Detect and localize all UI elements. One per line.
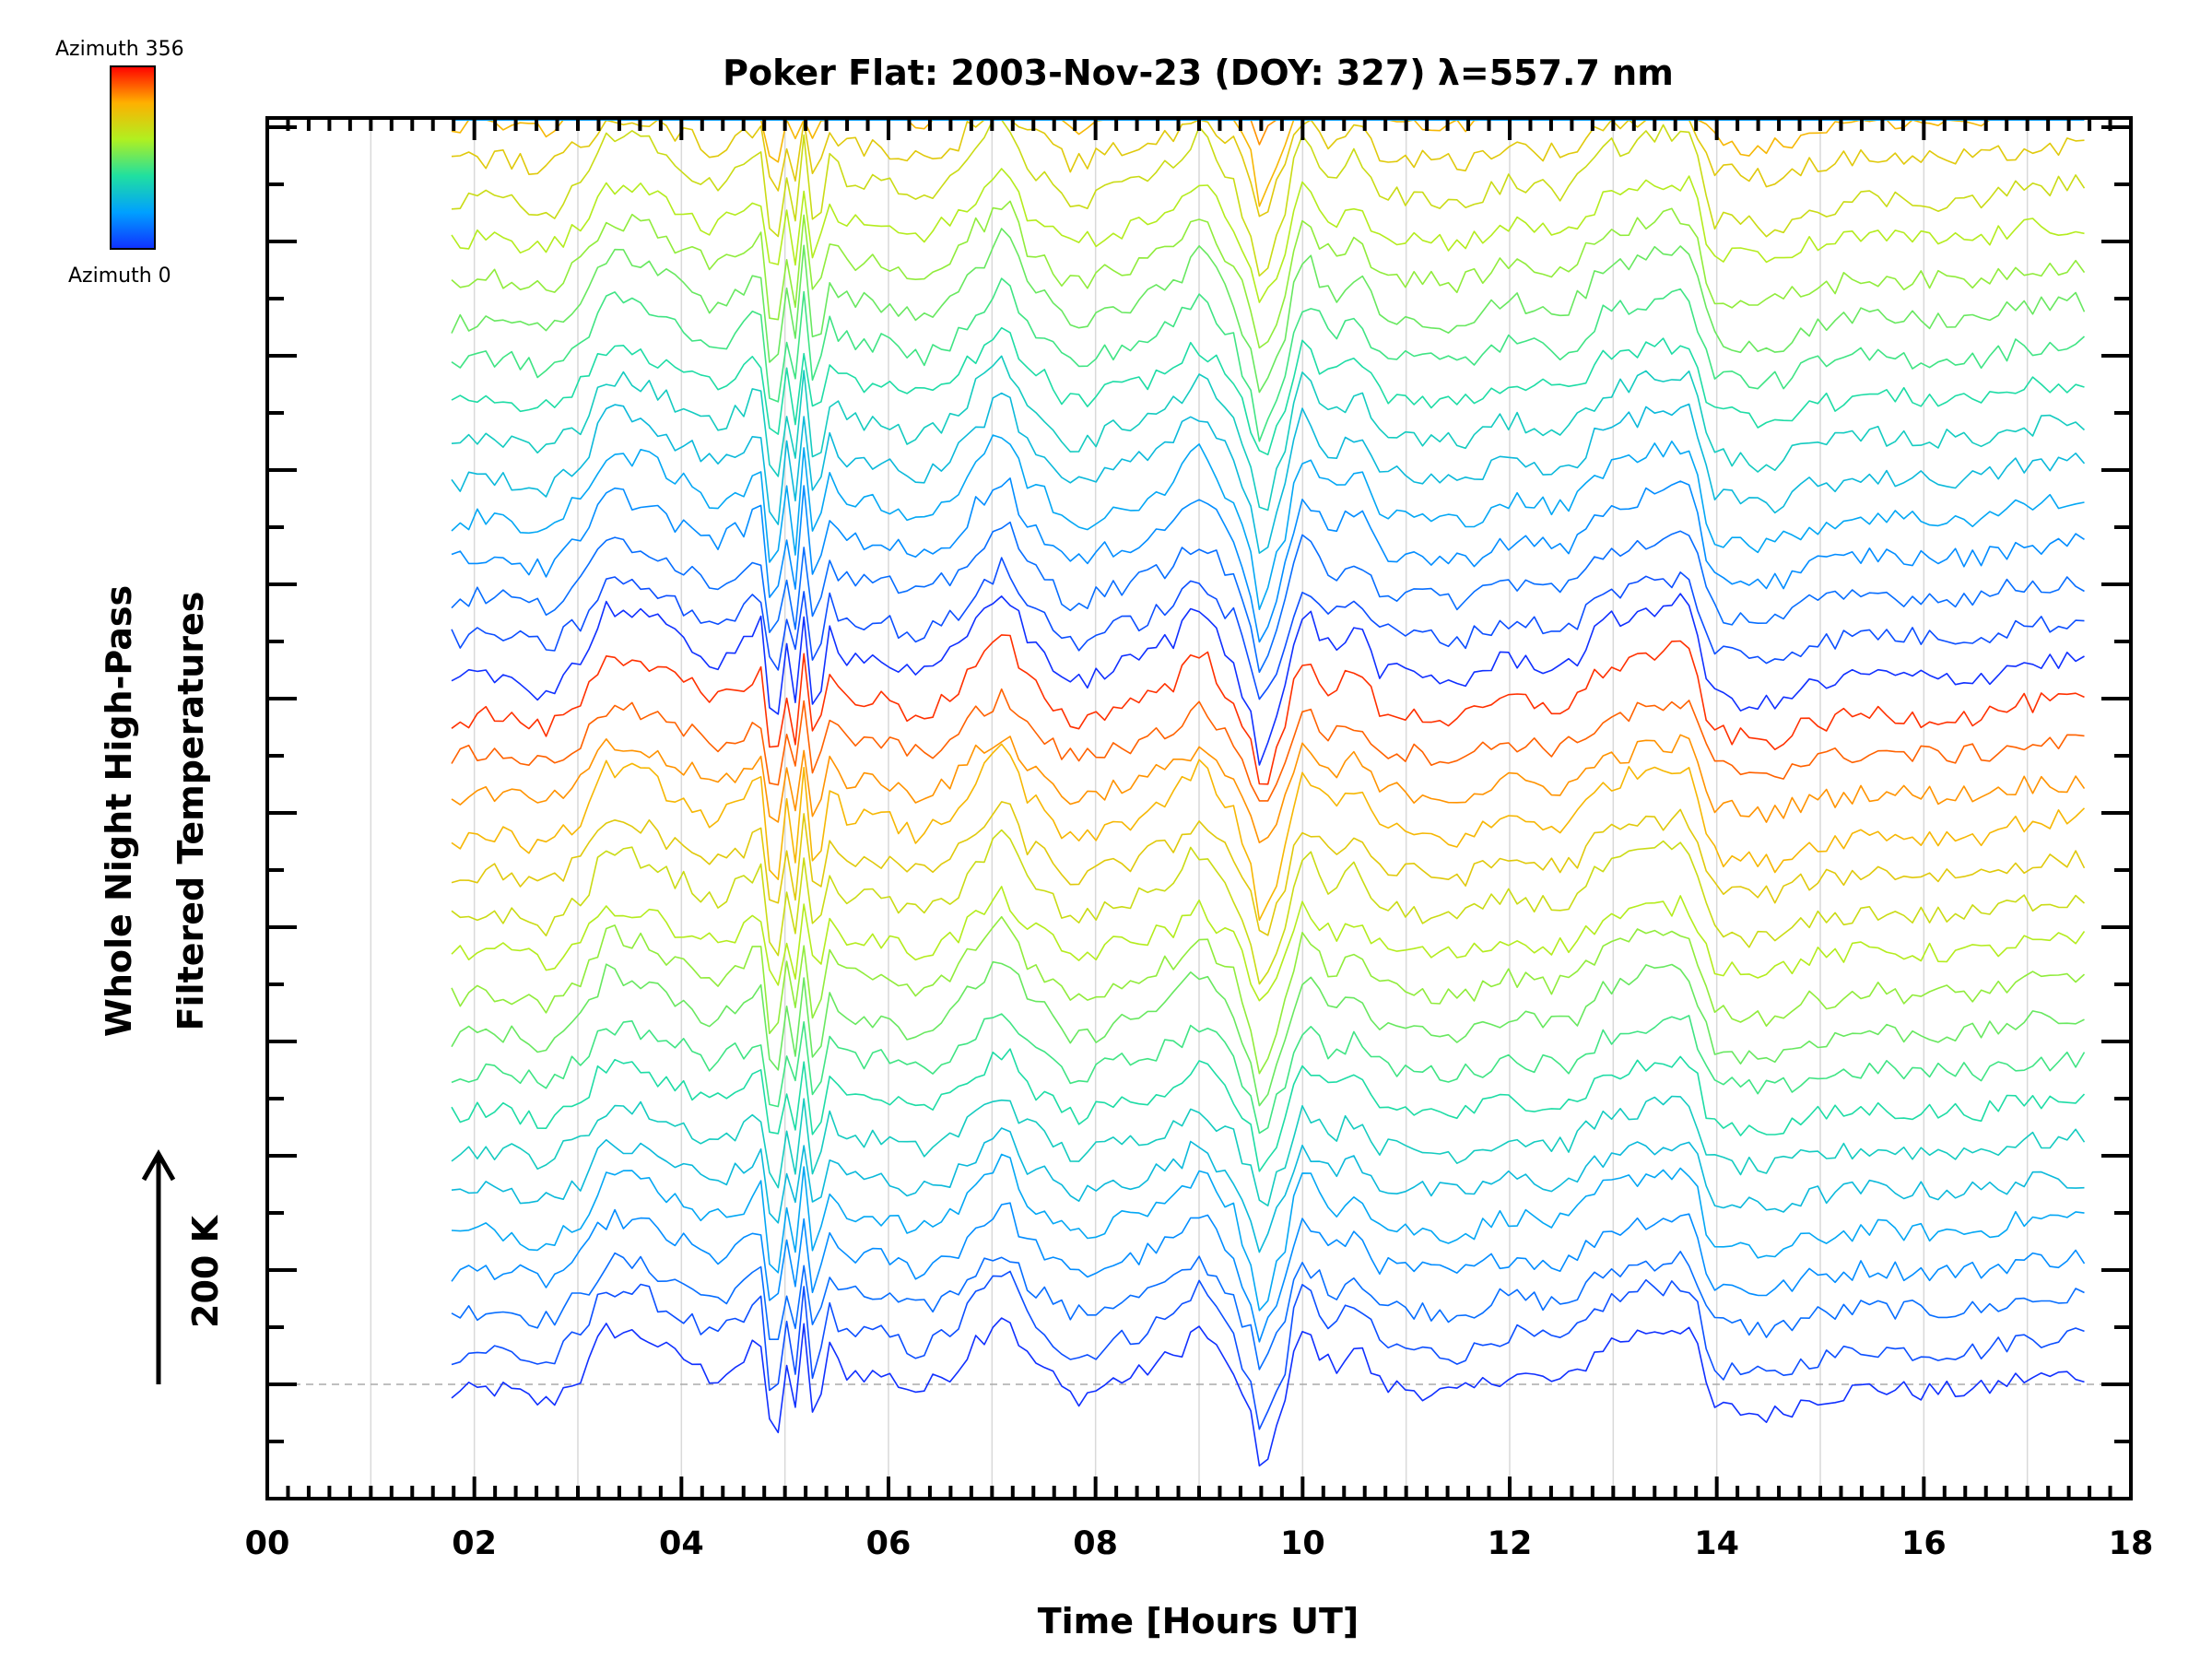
series-line bbox=[451, 119, 2086, 277]
series-line bbox=[451, 634, 2085, 785]
axis-ticks bbox=[265, 118, 2133, 1500]
x-tick-label: 12 bbox=[1488, 1525, 1533, 1562]
x-tick-label: 02 bbox=[452, 1525, 497, 1562]
vertical-grid bbox=[370, 118, 2029, 1499]
series-line bbox=[451, 477, 2085, 643]
series-line bbox=[451, 1251, 2085, 1371]
colorbar bbox=[110, 65, 156, 250]
series-line bbox=[451, 119, 2085, 218]
series-line bbox=[451, 688, 2085, 802]
x-tick-label: 14 bbox=[1694, 1525, 1739, 1562]
series-line bbox=[451, 557, 2085, 700]
scale-arrow bbox=[141, 1148, 176, 1384]
series-line bbox=[451, 521, 2085, 674]
x-tick-label: 00 bbox=[245, 1525, 290, 1562]
colorbar-top-label: Azimuth 356 bbox=[55, 38, 184, 61]
chart-title: Poker Flat: 2003-Nov-23 (DOY: 327) λ=557… bbox=[723, 53, 1674, 93]
series-line bbox=[451, 1095, 2086, 1206]
series-line bbox=[451, 1013, 2086, 1135]
series-line bbox=[451, 434, 2085, 611]
x-axis-label: Time [Hours UT] bbox=[1038, 1601, 1359, 1641]
x-tick-label: 08 bbox=[1073, 1525, 1118, 1562]
series-line bbox=[451, 1317, 2085, 1467]
series-line bbox=[451, 886, 2086, 1002]
x-tick-label: 04 bbox=[659, 1525, 704, 1562]
series-line bbox=[451, 277, 2086, 442]
series-line bbox=[451, 326, 2085, 456]
series-line bbox=[451, 228, 2086, 394]
series-line bbox=[451, 168, 2085, 303]
series-line bbox=[451, 593, 2085, 766]
x-tick-label: 16 bbox=[1901, 1525, 1947, 1562]
x-tick-label: 06 bbox=[866, 1525, 912, 1562]
series-line bbox=[451, 1048, 2086, 1172]
colorbar-bottom-label: Azimuth 0 bbox=[68, 265, 171, 288]
y-axis-label-line1: Whole Night High-Pass bbox=[99, 585, 139, 1037]
series-line bbox=[451, 829, 2086, 985]
series-line bbox=[451, 734, 2086, 844]
series-line bbox=[451, 355, 2086, 512]
series-line bbox=[451, 801, 2086, 936]
series-line bbox=[451, 960, 2085, 1107]
x-tick-label: 18 bbox=[2109, 1525, 2154, 1562]
series-line bbox=[451, 915, 2086, 1075]
scale-label: 200 K bbox=[185, 1214, 226, 1328]
x-tick-labels: 00 02 04 06 08 10 12 14 16 18 bbox=[245, 1525, 2154, 1562]
series-line bbox=[451, 200, 2086, 349]
series-line bbox=[451, 1153, 2085, 1312]
y-axis-label-line2: Filtered Temperatures bbox=[171, 592, 211, 1031]
series-line bbox=[451, 1127, 2085, 1253]
x-tick-label: 10 bbox=[1280, 1525, 1325, 1562]
series-line bbox=[451, 392, 2086, 554]
series-line bbox=[451, 1270, 2085, 1430]
series-line bbox=[451, 743, 2086, 922]
series-line bbox=[451, 1202, 2086, 1343]
